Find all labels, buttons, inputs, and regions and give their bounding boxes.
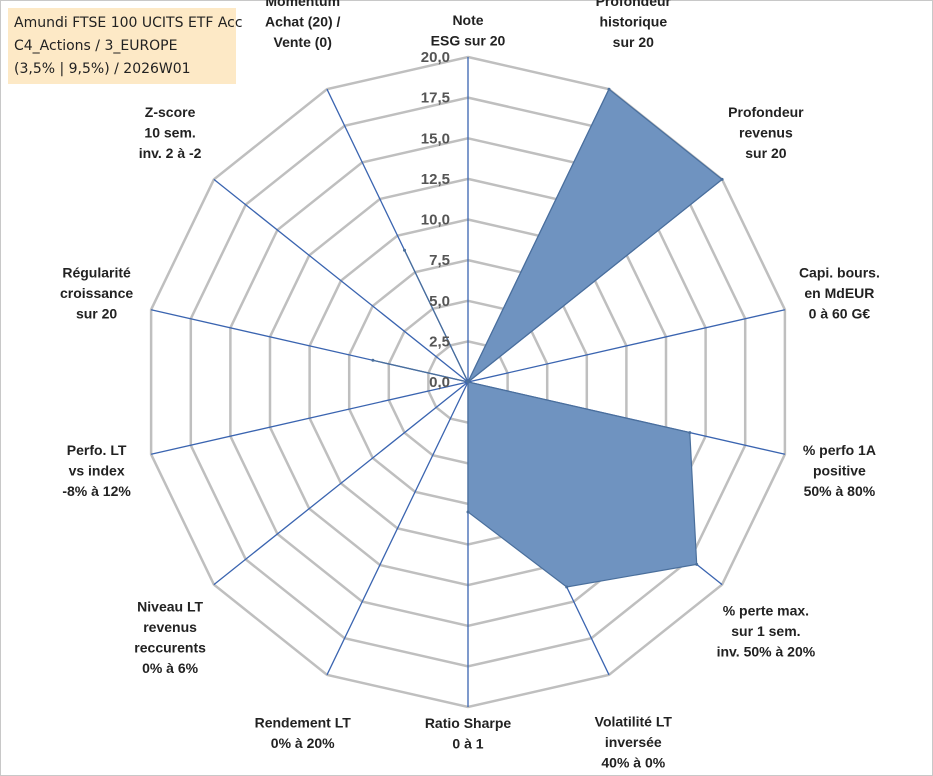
axis-labels: Note ESG sur 20 Profondeur historique sur 20… [60,0,880,770]
data-point-5 [695,562,699,566]
tick-label-1: 2,5 [429,333,450,350]
axis-spoke-9 [213,381,469,586]
series-area [372,88,724,588]
data-point-2 [720,177,724,181]
axis-label-9-line-3: 0% à 6% [142,660,199,676]
axis-label-13-line-1: Achat (20) / [265,14,341,30]
axis-label-11-line-2: sur 20 [76,305,117,321]
axis-label-9: Niveau LT revenus reccurents 0% à 6% [134,599,206,677]
axis-label-3: Capi. bours. en MdEUR 0 à 60 G€ [799,264,880,321]
axis-label-12-line-2: inv. 2 à -2 [139,145,202,161]
axis-spoke-3 [467,309,786,383]
axis-label-2-line-1: revenus [739,125,793,141]
axis-label-3-line-1: en MdEUR [804,285,874,301]
data-point-13 [403,248,406,252]
axis-label-1: Profondeur historique sur 20 [596,0,672,50]
axis-label-6-line-0: Volatilité LT [595,713,673,729]
axis-label-8-line-0: Rendement LT [255,714,352,730]
axis-label-5: % perte max. sur 1 sem. inv. 50% à 20% [717,603,816,660]
chart-title-line-2: C4_Actions / 3_EUROPE [14,38,178,54]
data-point-7 [466,510,470,514]
data-point-1 [607,87,611,91]
axis-label-0: Note ESG sur 20 [431,12,506,49]
axis-label-4-line-1: positive [813,463,866,479]
axis-label-1-line-0: Profondeur [596,0,672,9]
data-point-6 [565,585,569,589]
axis-label-4: % perfo 1A positive 50% à 80% [803,442,876,499]
axis-label-2-line-2: sur 20 [745,145,786,161]
data-point-12 [466,380,470,384]
tick-label-2: 5,0 [429,293,450,310]
axis-label-0-line-0: Note [452,12,483,28]
axis-label-7: Ratio Sharpe 0 à 1 [425,715,512,752]
axis-label-4-line-2: 50% à 80% [804,483,876,499]
chart-title-box: Amundi FTSE 100 UCITS ETF Acc C4_Actions… [8,8,243,84]
axis-label-3-line-2: 0 à 60 G€ [809,305,871,321]
axis-label-7-line-1: 0 à 1 [452,736,483,752]
axis-label-12: Z-score 10 sem. inv. 2 à -2 [139,104,202,161]
axis-spoke-10 [150,381,469,455]
axis-label-7-line-0: Ratio Sharpe [425,715,512,731]
axis-label-11: Régularité croissance sur 20 [60,264,133,321]
axis-label-13: Momentum Achat (20) / Vente (0) [265,0,341,50]
tick-label-5: 12,5 [421,171,450,188]
axis-label-5-line-1: sur 1 sem. [731,623,800,639]
axis-label-6-line-2: 40% à 0% [601,754,665,770]
axis-label-12-line-0: Z-score [145,104,196,120]
axis-label-10-line-2: -8% à 12% [62,483,131,499]
axis-label-6-line-1: inversée [605,734,662,750]
axis-label-13-line-0: Momentum [265,0,340,9]
tick-label-0: 0,0 [429,374,450,391]
axis-label-10-line-0: Perfo. LT [67,442,127,458]
axis-label-13-line-2: Vente (0) [274,34,332,50]
chart-title-line-3: (3,5% | 9,5%) / 2026W01 [14,61,191,77]
axis-label-10: Perfo. LT vs index -8% à 12% [62,442,131,499]
axis-label-6: Volatilité LT inversée 40% à 0% [595,713,673,770]
axis-label-11-line-1: croissance [60,285,133,301]
tick-label-3: 7,5 [429,252,450,269]
axis-label-2: Profondeur revenus sur 20 [728,104,804,161]
axis-label-9-line-0: Niveau LT [137,599,203,615]
axis-label-0-line-1: ESG sur 20 [431,33,506,49]
axis-label-5-line-0: % perte max. [723,603,809,619]
series-layer [371,87,724,589]
axis-label-9-line-2: reccurents [134,640,206,656]
axis-spoke-8 [326,381,469,676]
axis-label-9-line-1: revenus [143,619,197,635]
tick-label-6: 15,0 [421,130,450,147]
axis-label-2-line-0: Profondeur [728,104,804,120]
axis-label-8-line-1: 0% à 20% [271,735,335,751]
tick-label-8: 20,0 [421,49,450,66]
axis-spoke-12 [213,178,469,383]
axis-label-8: Rendement LT 0% à 20% [255,714,352,751]
axis-label-11-line-0: Régularité [62,264,131,280]
data-point-11 [371,358,375,362]
tick-labels: 0,0 2,5 5,0 7,5 10,0 12,5 15,0 17,5 20,0 [421,49,450,391]
axis-label-5-line-2: inv. 50% à 20% [717,644,816,660]
tick-label-7: 17,5 [421,90,450,107]
axis-label-1-line-1: historique [599,14,667,30]
axis-label-3-line-0: Capi. bours. [799,264,880,280]
axis-label-4-line-0: % perfo 1A [803,442,876,458]
tick-label-4: 10,0 [421,212,450,229]
chart-title-line-1: Amundi FTSE 100 UCITS ETF Acc [14,15,243,31]
data-point-4 [688,431,692,435]
axis-label-10-line-1: vs index [69,463,125,479]
axis-label-12-line-1: 10 sem. [144,125,195,141]
axis-label-1-line-2: sur 20 [613,34,654,50]
